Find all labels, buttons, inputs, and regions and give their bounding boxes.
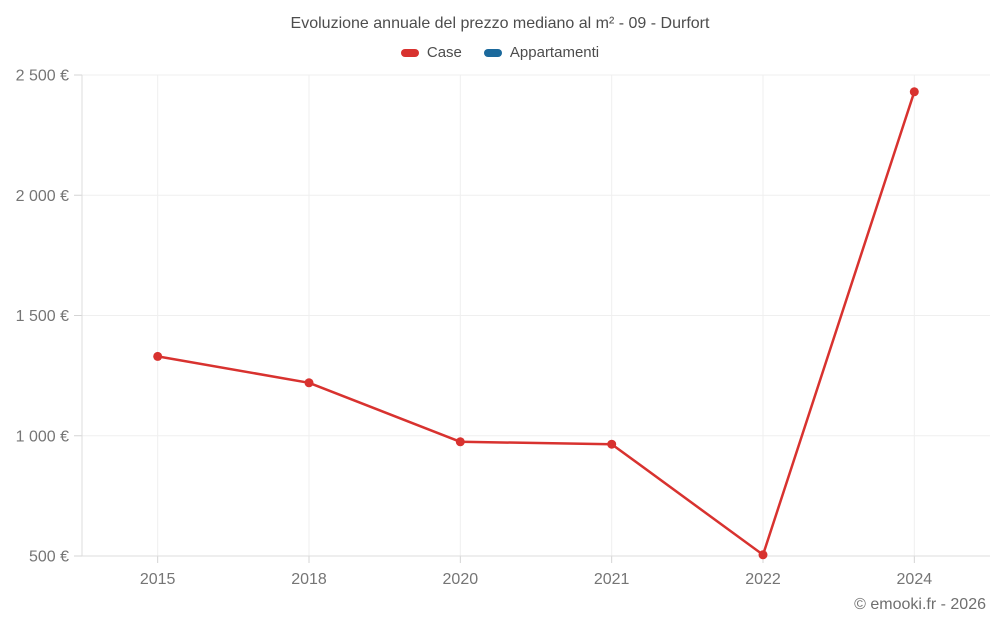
y-axis-label: 500 € bbox=[29, 549, 69, 566]
legend-label-appartamenti: Appartamenti bbox=[509, 44, 600, 61]
y-axis-label: 2 000 € bbox=[16, 188, 69, 205]
x-axis-label: 2022 bbox=[745, 571, 781, 588]
x-axis-label: 2024 bbox=[897, 571, 933, 588]
legend-label-case: Case bbox=[426, 44, 462, 61]
y-axis-label: 2 500 € bbox=[16, 68, 69, 85]
legend-item-case[interactable]: Case bbox=[400, 44, 462, 61]
appartamenti-series-swatch-icon bbox=[483, 48, 502, 57]
data-point-case-2021[interactable] bbox=[607, 439, 617, 449]
chart-legend: Case Appartamenti bbox=[0, 44, 1000, 61]
case-series-swatch-icon bbox=[400, 48, 419, 57]
x-axis-label: 2018 bbox=[291, 571, 327, 588]
y-axis-label: 1 500 € bbox=[16, 308, 69, 325]
chart-title: Evoluzione annuale del prezzo mediano al… bbox=[290, 15, 710, 32]
data-point-case-2018[interactable] bbox=[304, 378, 314, 388]
x-axis-label: 2015 bbox=[140, 571, 176, 588]
data-point-case-2015[interactable] bbox=[153, 351, 163, 361]
series-line-case bbox=[156, 90, 916, 557]
data-point-case-2022[interactable] bbox=[758, 550, 768, 560]
legend-item-appartamenti[interactable]: Appartamenti bbox=[483, 44, 600, 61]
data-point-case-2020[interactable] bbox=[455, 437, 465, 447]
x-axis-label: 2021 bbox=[594, 571, 630, 588]
y-axis-label: 1 000 € bbox=[16, 428, 69, 445]
data-point-case-2024[interactable] bbox=[909, 87, 919, 97]
x-axis-label: 2020 bbox=[443, 571, 479, 588]
copyright-note: © emooki.fr - 2026 bbox=[854, 596, 986, 613]
